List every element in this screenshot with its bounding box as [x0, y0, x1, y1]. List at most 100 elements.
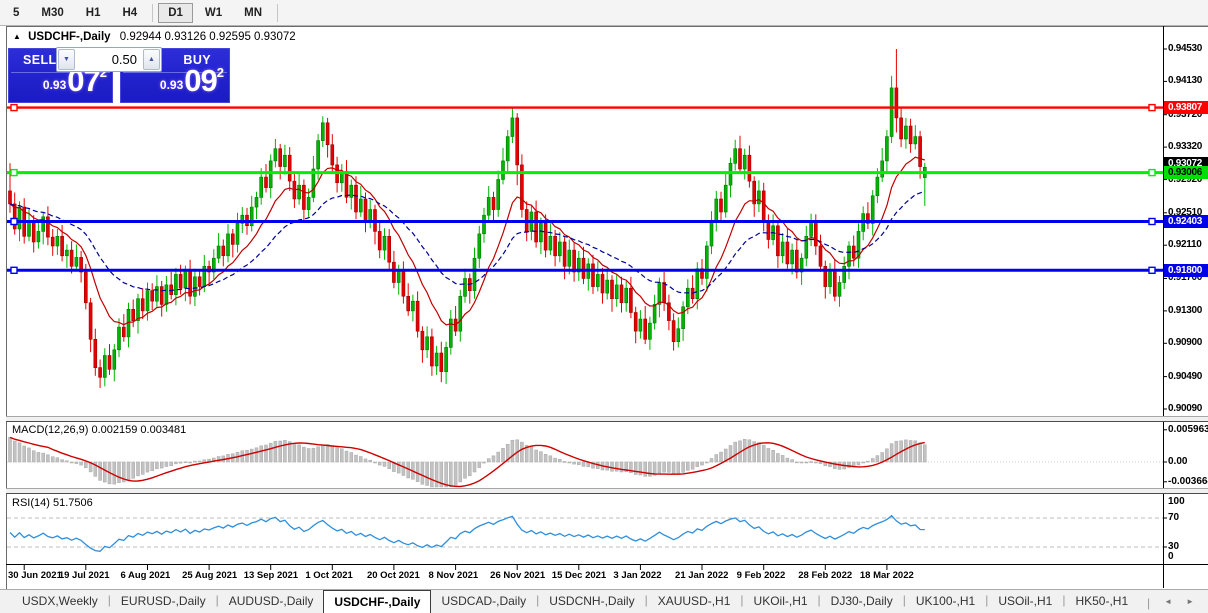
toolbar-separator	[152, 3, 154, 22]
rsi-label: RSI(14) 51.7506	[12, 497, 93, 509]
date-label: 20 Oct 2021	[366, 570, 420, 581]
timeframe-button-H4[interactable]: H4	[122, 6, 138, 19]
rsi-axis-label: 30	[1168, 541, 1180, 552]
price-axis-label: 0.92510	[1168, 206, 1203, 218]
tab-eurusd-daily[interactable]: EURUSD-,Daily	[120, 594, 206, 608]
sell-price-small: 0.93	[42, 78, 67, 92]
date-label: 15 Dec 2021	[551, 570, 607, 581]
price-badge-0.91800: 0.91800	[1164, 263, 1208, 277]
date-label: 3 Jan 2022	[613, 570, 662, 581]
tab-separator: |	[902, 593, 906, 607]
tab-scroll-arrows: | ◄ ►	[1147, 596, 1194, 610]
collapse-triangle-icon[interactable]: ▲	[13, 32, 21, 41]
rsi-axis-label: 70	[1168, 512, 1180, 523]
buy-price-sup: 2	[216, 65, 224, 80]
price-axis-label: 0.90900	[1168, 337, 1203, 349]
chevron-down-icon: ▼	[63, 56, 70, 63]
timeframe-button-H1[interactable]: H1	[85, 6, 101, 19]
price-axis-label: 0.94530	[1168, 43, 1203, 54]
price-axis-label: 0.93720	[1168, 108, 1203, 120]
buy-underline	[123, 72, 227, 73]
price-axis-label: 0.90490	[1168, 370, 1203, 382]
buy-price-big: 09	[184, 63, 217, 98]
rsi-bottom-border	[6, 564, 1208, 565]
date-label: 6 Aug 2021	[120, 570, 171, 581]
tab-separator: |	[817, 593, 821, 607]
tab-usdcad-daily[interactable]: USDCAD-,Daily	[441, 594, 527, 608]
price-axis-label: 0.94130	[1168, 75, 1203, 87]
macd-axis-label: 0.005963	[1168, 423, 1208, 435]
one-click-trading-panel: SELL 0.93072 BUY 0.93092 ▼ ▲	[8, 47, 230, 103]
tab-separator: |	[740, 593, 744, 607]
price-axis-label: 0.91700	[1168, 272, 1203, 284]
main-macd-splitter[interactable]	[6, 416, 1208, 422]
rsi-axis-label: 0	[1168, 551, 1174, 562]
chart-window	[6, 26, 1208, 589]
date-label: 21 Jan 2022	[675, 570, 729, 581]
macd-axis-label: 0.00	[1168, 456, 1188, 467]
tab-usoil-h1[interactable]: USOil-,H1	[998, 594, 1053, 608]
chart-title-ohlc: 0.92944 0.93126 0.92595 0.93072	[119, 31, 296, 43]
price-axis-label: 0.92110	[1168, 239, 1202, 251]
date-label: 30 Jun 2021	[8, 570, 62, 581]
macd-axis-label: -0.003664	[1168, 475, 1208, 487]
chart-title: ▲ USDCHF-,Daily 0.92944 0.93126 0.92595 …	[13, 31, 296, 43]
tab-separator: |	[215, 593, 219, 607]
tab-separator: |	[107, 593, 111, 607]
tab-uk100-h1[interactable]: UK100-,H1	[915, 594, 976, 608]
date-label: 26 Nov 2021	[490, 570, 546, 581]
macd-label: MACD(12,26,9) 0.002159 0.003481	[12, 424, 187, 436]
volume-decrease-button[interactable]: ▼	[58, 49, 75, 70]
date-label: 1 Oct 2021	[305, 570, 353, 581]
date-label: 28 Feb 2022	[798, 570, 853, 581]
date-label: 25 Aug 2021	[182, 570, 238, 581]
chevron-up-icon: ▲	[148, 56, 155, 63]
date-label: 13 Sep 2021	[243, 570, 299, 581]
tab-audusd-daily[interactable]: AUDUSD-,Daily	[228, 594, 314, 608]
timeframe-button-D1[interactable]: D1	[158, 2, 193, 23]
tab-separator: |	[1062, 593, 1066, 607]
price-axis-separator	[1163, 26, 1164, 588]
tab-usdx-weekly[interactable]: USDX,Weekly	[22, 594, 98, 608]
volume-increase-button[interactable]: ▲	[143, 49, 160, 70]
tab-separator: |	[644, 593, 648, 607]
buy-button-label: BUY	[183, 53, 211, 67]
tab-xauusd-h1[interactable]: XAUUSD-,H1	[657, 594, 731, 608]
chart-title-symbol: USDCHF-,Daily	[28, 31, 111, 43]
price-axis-label: 0.91300	[1168, 304, 1203, 316]
date-label: 8 Nov 2021	[428, 570, 479, 581]
timeframe-button-M30[interactable]: M30	[41, 6, 64, 19]
timeframe-button-W1[interactable]: W1	[204, 6, 223, 19]
macd-rsi-splitter[interactable]	[6, 488, 1208, 494]
volume-input[interactable]	[76, 48, 142, 71]
tab-usdchf-daily[interactable]: USDCHF-,Daily	[323, 590, 432, 613]
buy-price: 0.93092	[160, 63, 224, 99]
date-axis[interactable]: 30 Jun 2021 19 Jul 2021 6 Aug 2021 25 Aug 2…	[6, 565, 1163, 589]
timeframe-button-MN[interactable]: MN	[244, 6, 263, 19]
chart-tab-bar: USDX,Weekly | EURUSD-,Daily | AUDUSD-,Daily U…	[0, 589, 1208, 613]
rsi-axis-label: 100	[1168, 496, 1185, 507]
tab-scroll-left-icon[interactable]: ◄	[1164, 597, 1173, 606]
tab-hk50-h1[interactable]: HK50-,H1	[1075, 594, 1129, 608]
timeframe-button-5[interactable]: 5	[13, 6, 20, 19]
date-label: 19 Jul 2021	[58, 570, 110, 581]
volume-spinner: ▼ ▲	[56, 47, 162, 72]
tab-dj30-daily[interactable]: DJ30-,Daily	[830, 594, 893, 608]
price-badge-0.93006: 0.93006	[1164, 166, 1208, 180]
price-badge-0.92403: 0.92403	[1164, 214, 1208, 228]
sell-underline	[11, 72, 110, 73]
sell-price-sup: 2	[99, 65, 107, 80]
sell-button-label: SELL	[23, 53, 57, 67]
date-label: 18 Mar 2022	[859, 570, 914, 581]
tab-separator: |	[985, 593, 989, 607]
price-axis[interactable]: 0.945300.941300.937200.933200.929200.925…	[1164, 26, 1208, 564]
tab-ukoil-h1[interactable]: UKOil-,H1	[753, 594, 808, 608]
tab-usdcnh-daily[interactable]: USDCNH-,Daily	[549, 594, 635, 608]
date-label: 9 Feb 2022	[736, 570, 786, 581]
price-badge-0.93807: 0.93807	[1164, 101, 1208, 115]
tab-scroll-right-icon[interactable]: ►	[1186, 597, 1194, 606]
tab-separator: |	[536, 593, 540, 607]
buy-price-small: 0.93	[159, 78, 184, 92]
price-axis-label: 0.93320	[1168, 141, 1203, 153]
